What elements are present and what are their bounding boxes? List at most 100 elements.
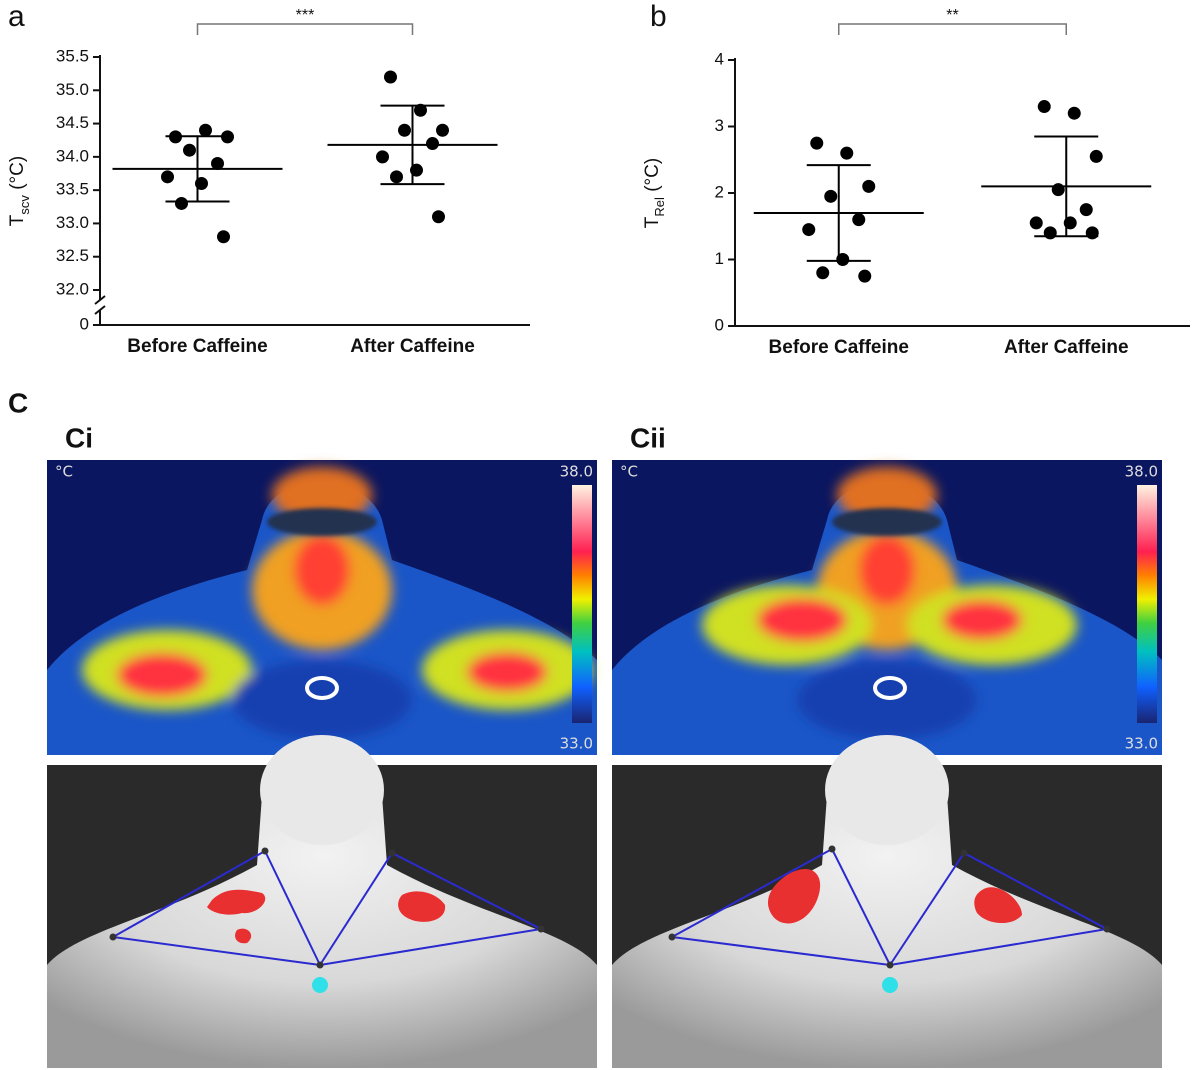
scale-max: 38.0 (560, 463, 593, 481)
data-point (802, 223, 816, 237)
scale-max: 38.0 (1125, 463, 1158, 481)
data-point (384, 70, 397, 84)
landmark (1103, 925, 1111, 933)
y-tick-label: 35.0 (56, 80, 89, 99)
y-axis-label-part: scv (17, 195, 32, 215)
data-point (426, 137, 439, 151)
region-edge (963, 852, 1108, 930)
y-tick-label: 4 (715, 49, 724, 68)
x-tick-label: After Caffeine (350, 336, 475, 357)
data-point (1067, 106, 1081, 120)
gray-body (612, 765, 1162, 1068)
landmark (261, 847, 269, 855)
data-point (199, 123, 212, 137)
data-point (1043, 226, 1057, 240)
axis-break (94, 295, 106, 305)
significance-bracket (196, 23, 414, 35)
hot-region (767, 869, 821, 924)
scale-min: 33.0 (1125, 735, 1158, 753)
region-edge (889, 928, 1108, 966)
image-label: Ci (65, 422, 93, 453)
cool (797, 660, 977, 740)
scale-min: 33.0 (560, 735, 593, 753)
hot-region (974, 887, 1022, 924)
data-point (1029, 216, 1043, 230)
region-edge (319, 928, 542, 966)
data-point (217, 230, 230, 244)
heat (837, 467, 937, 523)
heat (467, 652, 547, 692)
region-edge (831, 848, 891, 966)
y-tick-label: 33.0 (56, 213, 89, 232)
region-edge (112, 936, 321, 966)
landmark (388, 849, 396, 857)
landmark (668, 933, 676, 941)
y-tick-label: 32.0 (56, 279, 89, 298)
roi-point (882, 977, 898, 993)
gray-body (47, 765, 597, 1068)
data-point (858, 269, 872, 283)
x-tick-label: After Caffeine (1004, 337, 1129, 358)
heat (757, 598, 847, 642)
data-point (211, 157, 224, 171)
hot-region (398, 891, 446, 922)
x-tick-label: Before Caffeine (127, 336, 267, 357)
landmark (109, 933, 117, 941)
region-edge (319, 852, 393, 966)
data-point (398, 123, 411, 137)
y-tick-label: 35.5 (56, 46, 89, 65)
y-tick-label: 0 (80, 314, 89, 333)
landmark (960, 849, 968, 857)
panel-label: C (8, 387, 28, 418)
colorbar (572, 485, 592, 723)
data-point (824, 189, 838, 203)
x-tick-label: Before Caffeine (769, 337, 909, 358)
grayscale-image (47, 735, 597, 1068)
gray-head (825, 735, 949, 845)
data-point (852, 213, 866, 227)
data-point (1089, 149, 1103, 163)
region-edge (264, 850, 321, 966)
data-point (810, 136, 824, 150)
data-point (390, 170, 403, 184)
panel-label: b (650, 0, 667, 33)
data-point (1037, 100, 1051, 114)
y-axis-label-part: Rel (652, 197, 667, 217)
data-point (376, 150, 389, 164)
y-tick-label: 34.0 (56, 146, 89, 165)
heat (859, 535, 915, 605)
data-point (436, 123, 449, 137)
thermal-heat (702, 467, 1077, 740)
roi-marker (305, 676, 339, 700)
data-point (1051, 183, 1065, 197)
data-point (1085, 226, 1099, 240)
data-point (1079, 203, 1093, 217)
significance-bracket (838, 23, 1067, 35)
colorbar (1137, 485, 1157, 723)
y-axis-label: TRel (°C) (642, 158, 667, 228)
landmark (316, 961, 324, 969)
axis-break (94, 305, 106, 315)
data-point (161, 170, 174, 184)
heat (117, 653, 207, 697)
panel-label: a (8, 0, 25, 33)
data-point (840, 146, 854, 160)
heat (272, 467, 372, 523)
region-edge (671, 848, 833, 938)
data-point (432, 210, 445, 224)
landmark (886, 961, 894, 969)
data-point (183, 143, 196, 157)
thermal-image: °C 38.0 33.0 (47, 460, 597, 755)
y-tick-label: 1 (715, 249, 724, 268)
significance-label: *** (296, 7, 315, 24)
beard (832, 508, 942, 536)
y-tick-label: 34.5 (56, 113, 89, 132)
y-tick-label: 32.5 (56, 246, 89, 265)
beard (267, 508, 377, 536)
scale-unit: °C (620, 463, 638, 481)
heat (294, 535, 350, 605)
data-point (414, 103, 427, 117)
scale-unit: °C (55, 463, 73, 481)
data-point (862, 179, 876, 193)
